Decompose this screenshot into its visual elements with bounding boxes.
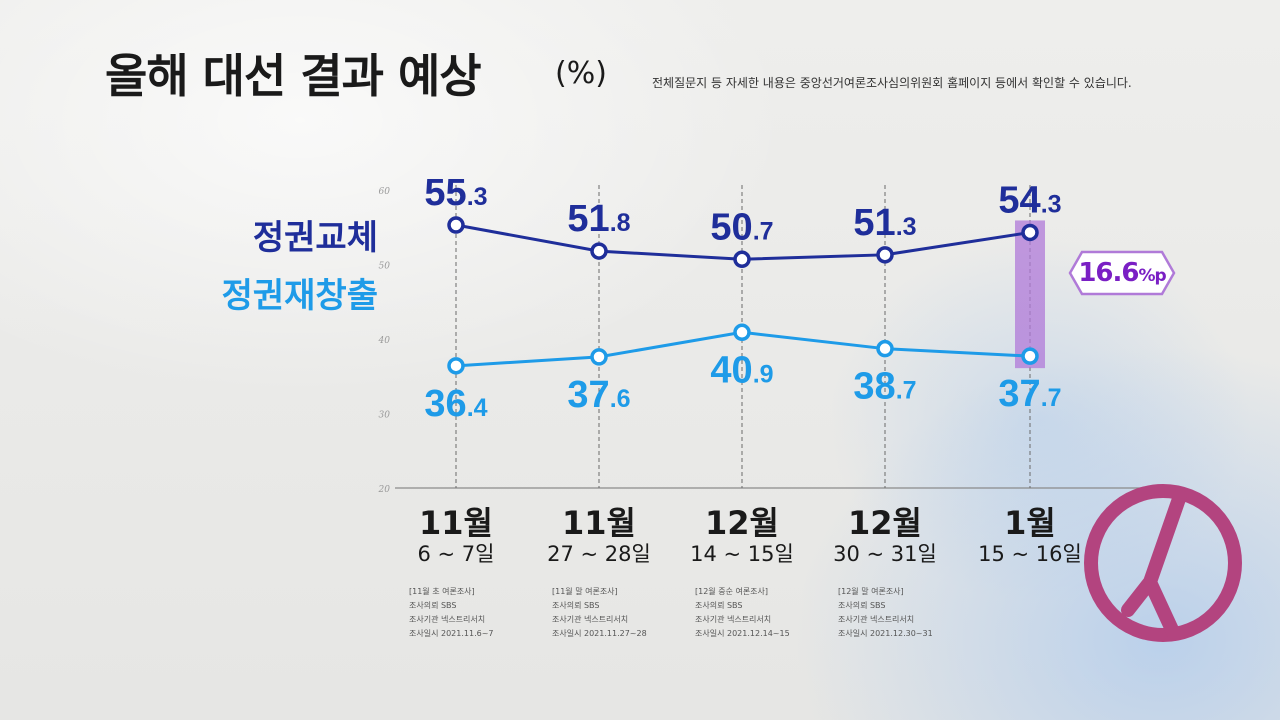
gap-label: 16.6%p — [1068, 258, 1176, 288]
survey-source-line: 조사기관 넥스트리서치 — [838, 615, 915, 624]
data-point — [876, 246, 894, 264]
survey-source-line: [12월 말 여론조사] — [838, 587, 904, 596]
survey-source-line: 조사의뢰 SBS — [695, 601, 743, 610]
x-tick-label: 1월 15 ~ 16일 — [950, 505, 1110, 567]
survey-source-line: 조사일시 2021.12.30~31 — [838, 629, 933, 638]
y-tick-label: 30 — [379, 411, 391, 421]
legend-series-b: 정권재창출 — [221, 276, 378, 316]
y-tick-label: 40 — [378, 336, 391, 346]
data-point — [447, 216, 465, 234]
legend-series-a: 정권교체 — [252, 218, 378, 258]
y-tick-label: 50 — [379, 262, 391, 272]
data-point — [590, 348, 608, 366]
y-tick-label: 60 — [379, 187, 391, 197]
data-point — [876, 339, 894, 358]
survey-source-line: 조사기관 넥스트리서치 — [409, 615, 486, 624]
data-point — [447, 357, 465, 375]
survey-source-line: [11월 초 여론조사] — [409, 587, 475, 596]
data-point — [1021, 223, 1039, 242]
title-unit: (%) — [555, 56, 607, 91]
x-tick-days: 6 ~ 7일 — [417, 542, 495, 566]
survey-source-line: 조사의뢰 SBS — [838, 601, 886, 610]
x-tick-month: 12월 — [705, 504, 779, 542]
data-label: 37.7 — [998, 373, 1061, 415]
survey-source-line: 조사일시 2021.12.14~15 — [695, 629, 790, 638]
x-tick-month: 11월 — [419, 504, 493, 542]
x-tick-label: 12월 14 ~ 15일 — [662, 505, 822, 567]
survey-note: 전체질문지 등 자세한 내용은 중앙선거여론조사심의위원회 홈페이지 등에서 확… — [652, 76, 1132, 90]
data-label: 51.8 — [567, 198, 630, 240]
x-tick-label: 11월 27 ~ 28일 — [519, 505, 679, 567]
data-point — [733, 250, 751, 269]
x-tick-label: 12월 30 ~ 31일 — [805, 505, 965, 567]
survey-source-line: [11월 말 여론조사] — [552, 587, 618, 596]
y-tick-label: 20 — [378, 485, 391, 495]
data-label: 38.7 — [853, 366, 916, 408]
gap-unit: %p — [1138, 266, 1166, 286]
x-tick-days: 14 ~ 15일 — [690, 542, 794, 566]
vote-mark-icon — [1084, 484, 1242, 642]
data-label: 36.4 — [424, 383, 487, 425]
x-tick-month: 12월 — [848, 504, 922, 542]
survey-source-line: 조사기관 넥스트리서치 — [695, 615, 772, 624]
data-label: 51.3 — [853, 202, 916, 244]
gap-value: 16.6 — [1078, 258, 1139, 288]
survey-source-line: 조사의뢰 SBS — [552, 601, 600, 610]
data-point — [590, 242, 608, 260]
page-title: 올해 대선 결과 예상 — [105, 49, 482, 103]
survey-source-line: 조사일시 2021.11.6~7 — [409, 629, 494, 638]
data-label: 55.3 — [424, 172, 487, 214]
survey-source-line: 조사기관 넥스트리서치 — [552, 615, 629, 624]
x-tick-month: 11월 — [562, 504, 636, 542]
x-tick-month: 1월 — [1004, 504, 1056, 542]
x-tick-days: 15 ~ 16일 — [978, 542, 1082, 566]
data-label: 40.9 — [710, 349, 773, 391]
survey-source-line: 조사일시 2021.11.27~28 — [552, 629, 647, 638]
data-point — [1021, 347, 1039, 365]
gap-highlight-bar — [1015, 220, 1045, 369]
survey-source-line: [12월 중순 여론조사] — [695, 587, 769, 596]
x-tick-days: 30 ~ 31일 — [833, 542, 937, 566]
gap-badge — [1068, 250, 1176, 296]
data-label: 54.3 — [998, 179, 1061, 221]
x-tick-label: 11월 6 ~ 7일 — [376, 505, 536, 567]
data-label: 50.7 — [710, 206, 773, 248]
data-label: 37.6 — [567, 374, 630, 416]
survey-source-line: 조사의뢰 SBS — [409, 601, 457, 610]
x-tick-days: 27 ~ 28일 — [547, 542, 651, 566]
data-point — [733, 323, 751, 342]
